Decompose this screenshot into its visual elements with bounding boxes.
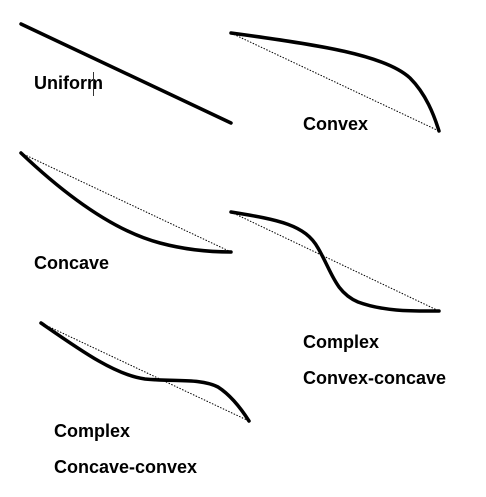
convex-concave-label: Convex-concave (303, 368, 447, 388)
convex-concave-chord (230, 211, 440, 312)
complex-label-1: Complex (303, 332, 380, 352)
convex-curve (229, 31, 441, 133)
convex-concave-curve (229, 210, 441, 313)
concave-convex-label: Concave-convex (54, 457, 198, 477)
convex-chord (230, 32, 440, 132)
uniform-curve (19, 22, 233, 125)
concave-label: Concave (34, 253, 110, 273)
uniform-label: Uniform (34, 73, 103, 93)
text-cursor (93, 72, 94, 96)
complex-label-2: Complex (54, 421, 131, 441)
convex-label: Convex (303, 114, 369, 134)
concave-chord (20, 152, 232, 253)
concave-convex-curve (39, 321, 251, 423)
concave-curve (19, 151, 233, 254)
concave-convex-chord (40, 322, 250, 422)
